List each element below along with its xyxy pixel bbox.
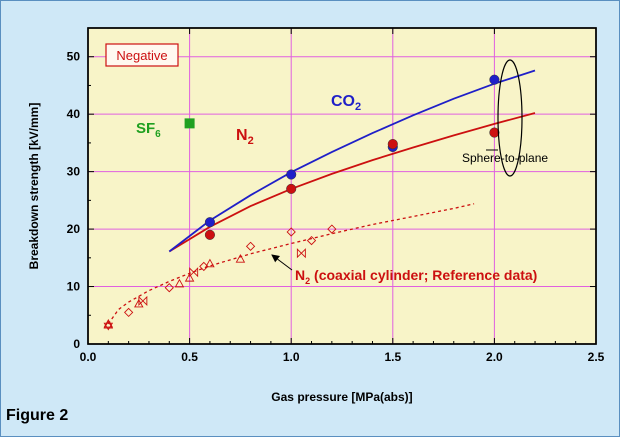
- x-tick-label: 2.5: [588, 350, 605, 364]
- co2-data-point: [286, 170, 296, 180]
- y-tick-label: 20: [67, 222, 81, 236]
- co2-data-point: [205, 217, 215, 227]
- y-tick-label: 0: [73, 337, 80, 351]
- x-tick-label: 1.5: [384, 350, 401, 364]
- sphere-to-plane-label: Sphere-to-plane: [462, 151, 548, 165]
- n2-data-point: [388, 139, 398, 149]
- x-tick-label: 0.0: [80, 350, 97, 364]
- y-axis-title: Breakdown strength [kV/mm]: [27, 103, 41, 270]
- sf6-data-point: [185, 118, 195, 128]
- x-tick-label: 1.0: [283, 350, 300, 364]
- x-tick-label: 0.5: [181, 350, 198, 364]
- y-tick-label: 50: [67, 50, 81, 64]
- y-tick-label: 30: [67, 165, 81, 179]
- y-tick-label: 40: [67, 107, 81, 121]
- n2-data-point: [205, 230, 215, 240]
- co2-data-point: [490, 75, 500, 85]
- negative-tag-label: Negative: [116, 48, 167, 63]
- y-tick-label: 10: [67, 280, 81, 294]
- figure-caption: Figure 2: [6, 407, 68, 425]
- n2-data-point: [286, 184, 296, 194]
- x-axis-title: Gas pressure [MPa(abs)]: [271, 390, 412, 404]
- x-tick-label: 2.0: [486, 350, 503, 364]
